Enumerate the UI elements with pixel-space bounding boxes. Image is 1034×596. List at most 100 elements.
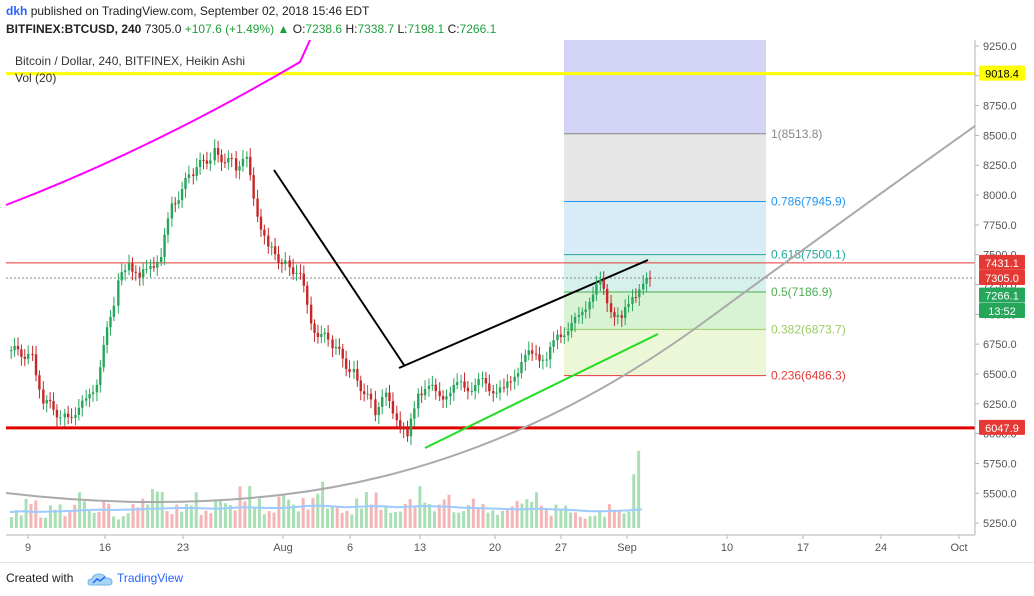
volume-bar — [112, 516, 116, 528]
volume-bar — [63, 516, 67, 528]
price-tag-3[interactable]: 7266.1 — [979, 287, 1025, 303]
candle-body — [249, 156, 252, 176]
candle-body — [534, 353, 538, 355]
candle-body — [159, 256, 163, 262]
candle-body — [484, 378, 488, 384]
candle-body — [588, 301, 591, 310]
candle-body — [202, 159, 205, 161]
candle-body — [520, 362, 523, 374]
candle-body — [613, 312, 616, 318]
candle-body — [216, 148, 220, 155]
candle-body — [263, 229, 266, 236]
volume-bar — [316, 493, 320, 528]
candle-body — [502, 387, 506, 389]
price-tag-4[interactable]: 13:52 — [979, 303, 1025, 318]
candle-body — [362, 391, 366, 395]
x-tick-label: 23 — [177, 542, 189, 554]
candle-body — [344, 358, 348, 370]
volume-bar — [24, 498, 28, 528]
author-link[interactable]: dkh — [6, 4, 28, 18]
volume-bar — [219, 501, 223, 528]
candle-body — [55, 409, 59, 418]
candle-body — [356, 368, 359, 381]
x-tick-label: 17 — [797, 542, 809, 554]
candle-body — [417, 393, 420, 409]
candle-body — [66, 413, 70, 418]
candle-body — [295, 272, 298, 274]
volume-bar — [126, 513, 130, 528]
candle-body — [623, 307, 627, 318]
volume-bar — [204, 510, 208, 528]
grey-curve — [5, 125, 976, 504]
high-value: 7338.7 — [357, 22, 395, 36]
price-chart[interactable]: 1(8513.8) 0.786(7945.9) 0.618(7500.1) 0.5(7… — [0, 40, 1034, 560]
price-tag-bg — [979, 303, 1025, 318]
candle-body — [420, 393, 423, 396]
candle-body — [516, 373, 520, 377]
volume-bar — [525, 499, 529, 528]
volume-bar — [510, 506, 514, 528]
symbol-name[interactable]: BITFINEX:BTCUSD, 240 — [6, 22, 142, 36]
volume-bar — [121, 516, 125, 528]
candle-body — [384, 392, 388, 398]
x-tick-label: 20 — [489, 542, 501, 554]
uptrend-line — [398, 259, 649, 369]
price-tag-5[interactable]: 6047.9 — [979, 419, 1025, 435]
candle-body — [117, 280, 120, 306]
tradingview-logo-icon[interactable] — [86, 569, 114, 589]
volume-bar — [486, 512, 490, 528]
candle-body — [109, 316, 112, 328]
volume-bar — [82, 501, 86, 528]
x-tick-label: 16 — [99, 542, 111, 554]
candle-body — [463, 381, 466, 388]
y-tick-label: 6750.0 — [983, 339, 1017, 351]
candle-body — [530, 350, 534, 354]
volume-bar — [549, 515, 553, 528]
candle-body — [495, 392, 498, 394]
candle-body — [524, 354, 527, 363]
candle-body — [556, 334, 559, 341]
volume-bar — [199, 514, 203, 528]
candle-body — [638, 289, 641, 298]
candle-body — [559, 334, 563, 338]
volume-bar — [622, 513, 626, 528]
volume-bar — [564, 505, 568, 528]
plot-area — [6, 40, 975, 535]
candle-body — [359, 380, 362, 392]
volume-bar — [107, 503, 111, 528]
candle-body — [267, 235, 270, 247]
candle-body — [245, 156, 249, 159]
candle-body — [74, 414, 77, 418]
price-tag-0[interactable]: 9018.4 — [979, 65, 1025, 81]
candle-body — [313, 323, 316, 333]
candle-body — [284, 260, 287, 264]
volume-bar — [223, 503, 227, 528]
price-tag-label: 13:52 — [988, 306, 1016, 318]
candle-body — [591, 294, 595, 302]
candle-body — [631, 297, 634, 304]
volume-bar — [253, 507, 257, 528]
candle-body — [63, 413, 66, 418]
candle-body — [338, 346, 341, 349]
candle-body — [391, 401, 395, 414]
candle-body — [52, 401, 55, 410]
candle-body — [645, 277, 648, 284]
tradingview-brand[interactable]: TradingView — [117, 571, 184, 585]
price-tag-1[interactable]: 7431.1 — [979, 254, 1025, 270]
fib-label-3: 0.5(7186.9) — [771, 285, 832, 299]
candle-body — [23, 356, 26, 359]
candle-body — [605, 288, 609, 304]
price-tag-bg — [979, 419, 1025, 435]
candle-body — [123, 270, 127, 273]
volume-bar — [501, 510, 505, 528]
volume-bar — [598, 510, 602, 528]
price-tag-2[interactable]: 7305.0 — [979, 269, 1025, 285]
candle-body — [348, 369, 351, 373]
volume-bar — [617, 510, 621, 528]
volume-bar — [233, 510, 237, 528]
fib-zone-1 — [564, 201, 766, 255]
candle-body — [220, 154, 223, 163]
candle-body — [34, 354, 38, 376]
volume-bar — [515, 500, 519, 528]
magenta-curve — [5, 40, 311, 206]
